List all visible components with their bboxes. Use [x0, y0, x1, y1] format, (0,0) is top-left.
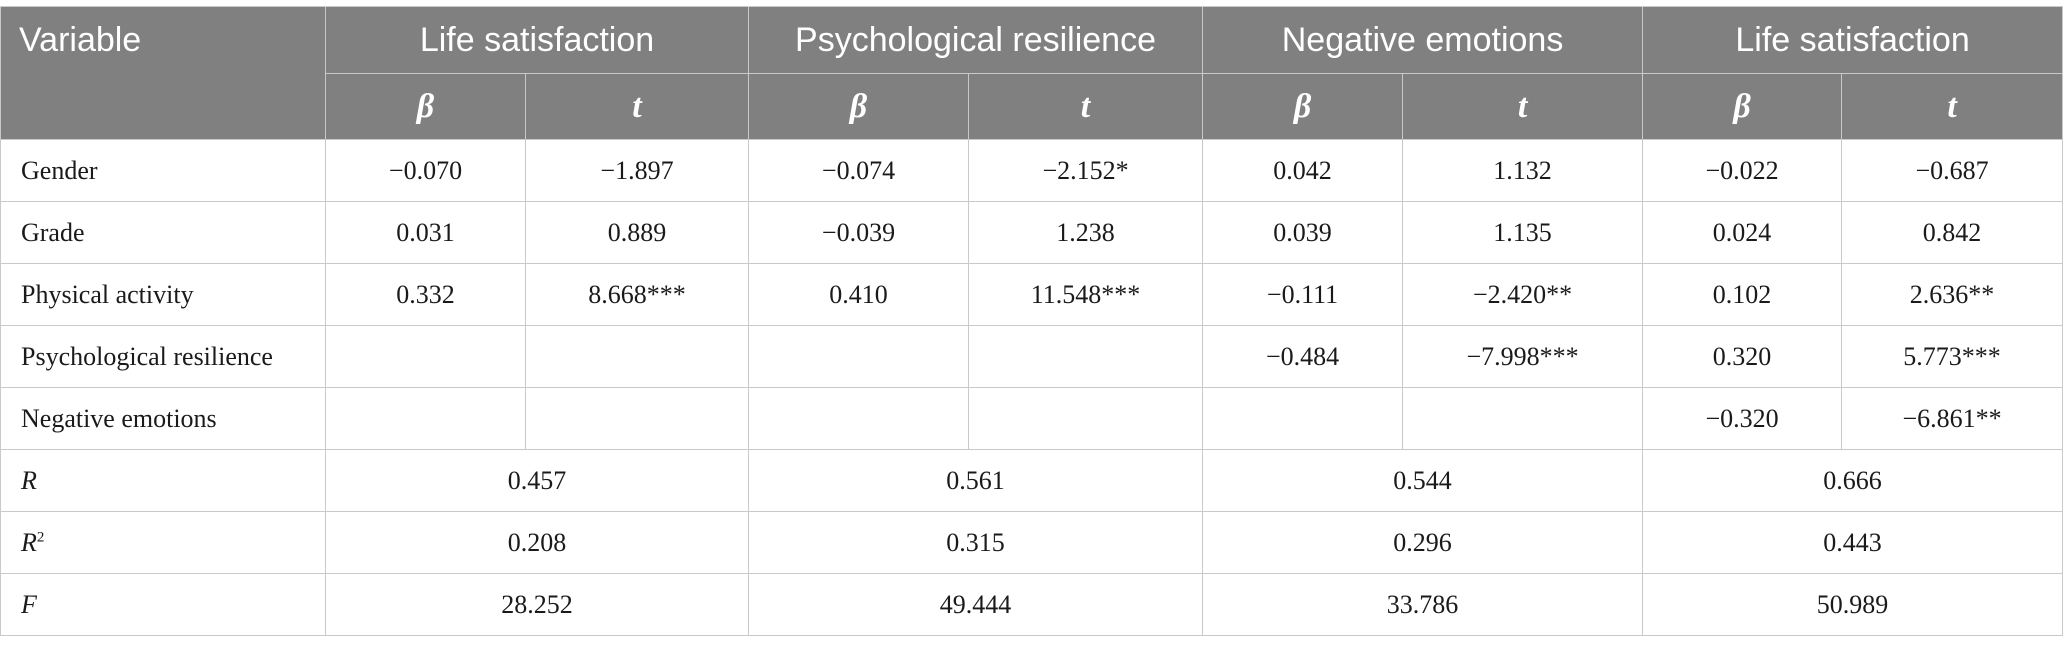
table-row: Physical activity 0.332 8.668*** 0.410 1…: [0, 263, 2064, 326]
stat-value: 33.786: [1202, 573, 1644, 636]
table-cell: [748, 387, 970, 450]
row-label: Negative emotions: [0, 387, 326, 450]
beta-header: β: [1202, 73, 1404, 140]
table-cell: −0.022: [1642, 139, 1843, 202]
table-cell: 0.889: [524, 201, 750, 264]
beta-header: β: [748, 73, 970, 140]
table-cell: 0.042: [1202, 139, 1404, 202]
table-cell: −7.998***: [1402, 325, 1644, 388]
table-cell: 0.039: [1202, 201, 1404, 264]
stat-row-r-squared: R2 0.208 0.315 0.296 0.443: [0, 511, 2064, 574]
table-cell: −6.861**: [1841, 387, 2064, 450]
table-cell: −0.039: [748, 201, 970, 264]
table-cell: 0.410: [748, 263, 970, 326]
table-row: Gender −0.070 −1.897 −0.074 −2.152* 0.04…: [0, 139, 2064, 202]
stat-row-r: R 0.457 0.561 0.544 0.666: [0, 449, 2064, 512]
stat-row-f: F 28.252 49.444 33.786 50.989: [0, 573, 2064, 636]
stat-value: 0.666: [1642, 449, 2064, 512]
table-cell: 5.773***: [1841, 325, 2064, 388]
table-cell: 8.668***: [524, 263, 750, 326]
table-cell: 0.102: [1642, 263, 1843, 326]
stat-value: 0.296: [1202, 511, 1644, 574]
table-cell: −0.484: [1202, 325, 1404, 388]
t-header: t: [968, 73, 1204, 140]
table-cell: [325, 325, 526, 388]
regression-table: Variable Life satisfaction Psychological…: [0, 6, 2064, 636]
stat-label: R: [0, 449, 326, 512]
table-cell: 0.024: [1642, 201, 1843, 264]
table-cell: −2.420**: [1402, 263, 1644, 326]
table-cell: [1402, 387, 1644, 450]
stat-value: 0.208: [324, 511, 750, 574]
stat-value: 0.561: [748, 449, 1204, 512]
row-label: Gender: [0, 139, 326, 202]
stat-label: F: [0, 573, 326, 636]
table-cell: 11.548***: [968, 263, 1204, 326]
stat-value: 50.989: [1642, 573, 2064, 636]
table-cell: [748, 325, 970, 388]
beta-header: β: [1642, 73, 1843, 140]
t-header: t: [1402, 73, 1644, 140]
table-row: Psychological resilience −0.484 −7.998**…: [0, 325, 2064, 388]
table-cell: [524, 325, 750, 388]
table-row: Negative emotions −0.320 −6.861**: [0, 387, 2064, 450]
table-row: Grade 0.031 0.889 −0.039 1.238 0.039 1.1…: [0, 201, 2064, 264]
stat-value: 0.544: [1202, 449, 1644, 512]
t-header: t: [524, 73, 750, 140]
group-header-life-satisfaction-2: Life satisfaction: [1642, 6, 2064, 74]
table-cell: 0.842: [1841, 201, 2064, 264]
table-cell: [325, 387, 526, 450]
beta-header: β: [325, 73, 526, 140]
table-cell: [968, 325, 1204, 388]
group-header-negative-emotions: Negative emotions: [1202, 6, 1644, 74]
row-label: Psychological resilience: [0, 325, 326, 388]
table-cell: 0.320: [1642, 325, 1843, 388]
stat-value: 28.252: [324, 573, 750, 636]
stat-value: 0.315: [748, 511, 1204, 574]
table-cell: 0.332: [325, 263, 526, 326]
row-label: Grade: [0, 201, 326, 264]
table-cell: 1.238: [968, 201, 1204, 264]
table-cell: −1.897: [524, 139, 750, 202]
table-cell: −0.320: [1642, 387, 1843, 450]
table-body: Gender −0.070 −1.897 −0.074 −2.152* 0.04…: [0, 139, 2064, 636]
table-cell: −2.152*: [968, 139, 1204, 202]
table-cell: −0.687: [1841, 139, 2064, 202]
table-cell: [524, 387, 750, 450]
stat-value: 49.444: [748, 573, 1204, 636]
group-header-life-satisfaction-1: Life satisfaction: [324, 6, 750, 74]
stat-value: 0.457: [324, 449, 750, 512]
table-cell: [1202, 387, 1404, 450]
table-cell: −0.074: [748, 139, 970, 202]
row-label: Physical activity: [0, 263, 326, 326]
stat-value: 0.443: [1642, 511, 2064, 574]
table-cell: 1.132: [1402, 139, 1644, 202]
t-header: t: [1841, 73, 2064, 140]
table-cell: −0.111: [1202, 263, 1404, 326]
table-cell: 0.031: [325, 201, 526, 264]
table-cell: 2.636**: [1841, 263, 2064, 326]
group-header-psychological-resilience: Psychological resilience: [748, 6, 1204, 74]
table-cell: [968, 387, 1204, 450]
table-header: Variable Life satisfaction Psychological…: [0, 6, 2064, 140]
variable-header: Variable: [0, 6, 326, 140]
table-cell: 1.135: [1402, 201, 1644, 264]
stat-label: R2: [0, 511, 326, 574]
table-cell: −0.070: [325, 139, 526, 202]
